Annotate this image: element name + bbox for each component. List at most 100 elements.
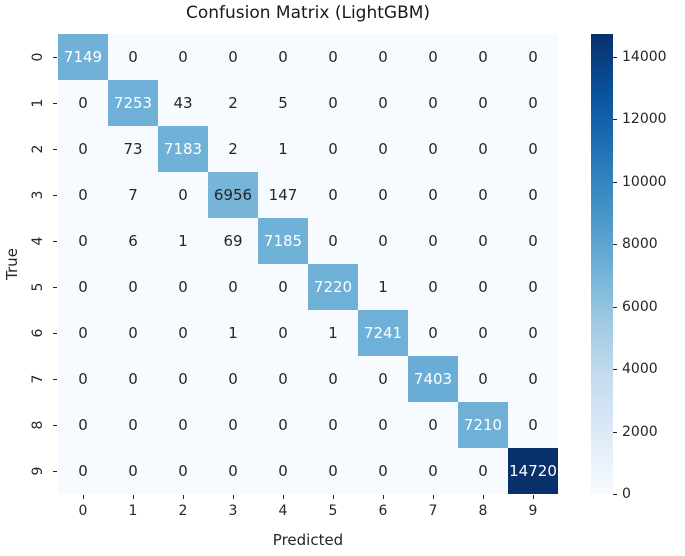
heatmap-cell: 0 (258, 448, 308, 494)
heatmap-cell: 0 (358, 126, 408, 172)
heatmap-cell: 1 (358, 264, 408, 310)
heatmap-cell: 0 (108, 402, 158, 448)
heatmap-cell: 0 (208, 264, 258, 310)
x-axis-label: Predicted (272, 531, 344, 549)
heatmap-cell: 0 (458, 34, 508, 80)
heatmap-cell: 6 (108, 218, 158, 264)
heatmap-cell: 7220 (308, 264, 358, 310)
heatmap-cell: 0 (358, 448, 408, 494)
heatmap-cell: 0 (108, 448, 158, 494)
y-tick-mark (53, 103, 57, 104)
heatmap-cell: 0 (58, 126, 108, 172)
y-axis-label: True (3, 248, 21, 280)
x-tick-mark (283, 495, 284, 499)
x-tick-label: 2 (178, 503, 188, 519)
colorbar-ticks: 0 2000 4000 6000 8000 10000 12000 14000 (613, 34, 683, 502)
heatmap-cell: 6956 (208, 172, 258, 218)
heatmap-cell: 0 (508, 218, 558, 264)
heatmap-cell: 0 (358, 218, 408, 264)
heatmap-cell: 0 (58, 218, 108, 264)
heatmap-cell: 0 (458, 218, 508, 264)
heatmap-cell: 0 (158, 402, 208, 448)
y-tick-label: 0 (30, 52, 46, 62)
y-tick-label: 4 (30, 236, 46, 246)
y-tick-label: 8 (30, 420, 46, 430)
heatmap-cell: 7403 (408, 356, 458, 402)
heatmap-cell: 7210 (458, 402, 508, 448)
x-tick-label: 6 (378, 503, 388, 519)
x-tick-mark (333, 495, 334, 499)
colorbar-tick-mark (613, 244, 617, 245)
heatmap-cell: 0 (158, 356, 208, 402)
x-tick-label: 8 (478, 503, 488, 519)
heatmap-cell: 0 (458, 126, 508, 172)
x-tick-label: 3 (228, 503, 238, 519)
heatmap-cell: 0 (408, 448, 458, 494)
heatmap-cell: 0 (408, 402, 458, 448)
y-tick-mark (53, 57, 57, 58)
heatmap-cell: 14720 (508, 448, 558, 494)
heatmap-cell: 0 (408, 264, 458, 310)
heatmap-cell: 0 (508, 172, 558, 218)
colorbar-tick-label: 14000 (622, 48, 667, 65)
heatmap-cell: 0 (258, 34, 308, 80)
heatmap-cell: 0 (108, 264, 158, 310)
heatmap-cell: 7253 (108, 80, 158, 126)
heatmap-cell: 0 (508, 264, 558, 310)
heatmap-cell: 0 (258, 310, 308, 356)
heatmap-cell: 0 (508, 126, 558, 172)
heatmap-cell: 0 (158, 264, 208, 310)
heatmap-cell: 0 (358, 34, 408, 80)
colorbar (591, 34, 613, 494)
heatmap-cell: 73 (108, 126, 158, 172)
x-tick-label: 0 (78, 503, 88, 519)
heatmap-cell: 0 (208, 34, 258, 80)
x-tick-mark (533, 495, 534, 499)
heatmap-cell: 2 (208, 126, 258, 172)
heatmap-cell: 0 (308, 218, 358, 264)
y-tick-mark (53, 195, 57, 196)
heatmap-cell: 0 (308, 80, 358, 126)
colorbar-tick-mark (613, 119, 617, 120)
heatmap-cell: 0 (258, 264, 308, 310)
heatmap-cell: 0 (208, 402, 258, 448)
heatmap-cell: 7149 (58, 34, 108, 80)
heatmap-cell: 0 (58, 310, 108, 356)
colorbar-tick-label: 0 (622, 486, 631, 502)
heatmap-cell: 7241 (358, 310, 408, 356)
heatmap-cell: 0 (408, 34, 458, 80)
heatmap-cell: 0 (508, 34, 558, 80)
heatmap-cell: 0 (458, 310, 508, 356)
heatmap-cell: 0 (408, 218, 458, 264)
heatmap-cell: 7 (108, 172, 158, 218)
x-tick-mark (483, 495, 484, 499)
heatmap-cell: 0 (358, 356, 408, 402)
y-tick-label: 3 (30, 190, 46, 200)
x-tick-label: 4 (278, 503, 288, 519)
colorbar-tick-mark (613, 494, 617, 495)
heatmap-cell: 0 (58, 356, 108, 402)
y-tick-label: 2 (30, 144, 46, 154)
heatmap-cell: 0 (458, 264, 508, 310)
y-tick-label: 7 (30, 374, 46, 384)
heatmap-cell: 0 (208, 356, 258, 402)
x-tick-label: 9 (528, 503, 538, 519)
heatmap-cell: 0 (308, 356, 358, 402)
y-tick-mark (53, 333, 57, 334)
y-tick-mark (53, 287, 57, 288)
heatmap-cell: 0 (58, 448, 108, 494)
heatmap-cell: 0 (408, 80, 458, 126)
heatmap-cell: 0 (108, 356, 158, 402)
x-tick-label: 1 (128, 503, 138, 519)
heatmap-cell: 7183 (158, 126, 208, 172)
y-tick-mark (53, 425, 57, 426)
y-axis-ticks: 0 1 2 3 4 5 6 7 8 9 (0, 34, 58, 494)
heatmap-cell: 0 (408, 172, 458, 218)
x-axis-ticks: 0 1 2 3 4 5 6 7 8 9 (58, 494, 558, 524)
heatmap-cell: 0 (508, 356, 558, 402)
colorbar-tick-label: 12000 (622, 111, 667, 127)
heatmap-cell: 0 (108, 34, 158, 80)
heatmap-cell: 0 (208, 448, 258, 494)
x-tick-label: 5 (328, 503, 338, 519)
